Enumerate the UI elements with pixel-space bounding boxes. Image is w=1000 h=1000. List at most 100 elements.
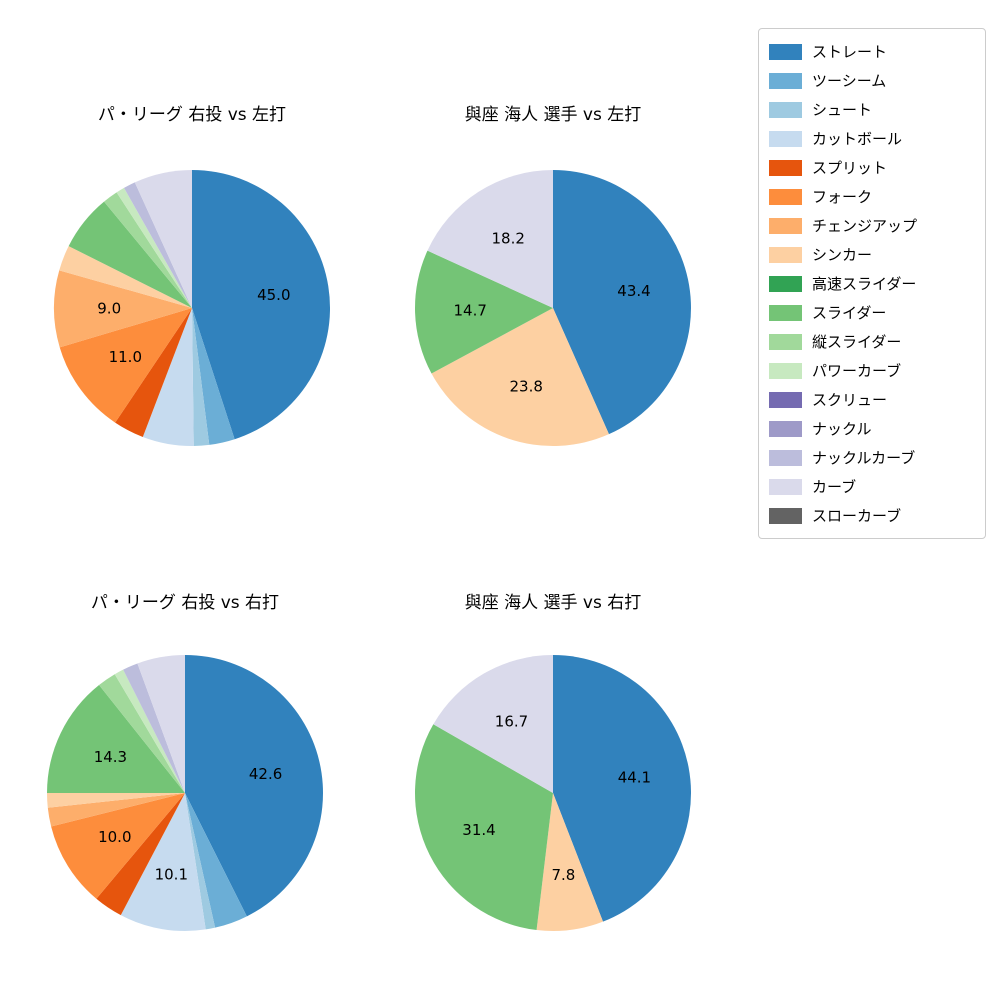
legend-label: シュート — [812, 101, 873, 119]
legend-color-swatch — [769, 333, 802, 350]
legend-item: 高速スライダー — [769, 269, 975, 298]
legend-item: スローカーブ — [769, 501, 975, 530]
pie-value-label: 14.7 — [453, 302, 486, 320]
legend-item: シュート — [769, 95, 975, 124]
legend-label: チェンジアップ — [812, 217, 918, 235]
pie-slice — [47, 793, 185, 808]
legend-label: ナックル — [812, 420, 872, 438]
legend-item: フォーク — [769, 182, 975, 211]
legend-color-swatch — [769, 362, 802, 379]
legend-color-swatch — [769, 449, 802, 466]
pie-slice — [115, 308, 192, 437]
legend-label: ストレート — [812, 43, 888, 61]
pie-slice — [414, 250, 553, 374]
pie-chart-yoza-vs-right: 44.1 7.8 31.4 16.7 — [414, 655, 692, 932]
pie-slice — [47, 685, 185, 793]
pie-value-label: 18.2 — [491, 229, 524, 247]
pie-slice — [116, 187, 192, 308]
legend-label: パワーカーブ — [812, 362, 902, 380]
chart-title-pacific-vs-right: パ・リーグ 右投 vs 右打 — [90, 593, 280, 613]
legend-label: カーブ — [812, 478, 857, 496]
pie-slice — [51, 793, 186, 899]
pie-slice — [59, 246, 193, 308]
legend-item: スクリュー — [769, 385, 975, 414]
pie-value-label: 43.4 — [617, 282, 650, 300]
pie-slice — [124, 182, 192, 308]
pie-slice — [47, 793, 185, 827]
pie-value-label: 7.8 — [551, 866, 575, 884]
pie-slice — [59, 308, 192, 423]
pie-slice — [431, 308, 609, 446]
pie-slice — [99, 674, 185, 793]
legend-label: スクリュー — [812, 391, 888, 409]
pie-slice — [134, 170, 192, 308]
pie-slice — [120, 793, 206, 931]
pie-value-label: 11.0 — [109, 348, 142, 366]
pie-value-label: 10.1 — [155, 866, 188, 884]
pie-value-label: 16.7 — [495, 712, 528, 730]
pie-value-label: 10.0 — [98, 828, 131, 846]
legend-item: チェンジアップ — [769, 211, 975, 240]
pie-chart-pacific-vs-right: 42.6 10.1 10.0 14.3 — [47, 655, 324, 931]
pie-slice — [185, 655, 324, 917]
legend-color-swatch — [769, 246, 802, 263]
pie-value-label: 9.0 — [97, 300, 121, 318]
legend-color-swatch — [769, 188, 802, 205]
legend-label: スローカーブ — [812, 507, 902, 525]
pie-slice — [553, 655, 692, 922]
pie-chart-pacific-vs-left: 45.0 11.0 9.0 — [53, 170, 331, 447]
legend-label: 高速スライダー — [812, 275, 917, 293]
pie-slice — [123, 663, 185, 793]
pie-slice — [142, 308, 194, 447]
legend-color-swatch — [769, 304, 802, 321]
legend-color-swatch — [769, 159, 802, 176]
pie-slice — [414, 724, 553, 931]
pie-value-label: 45.0 — [257, 286, 290, 304]
pie-chart-yoza-vs-left: 43.4 23.8 14.7 18.2 — [414, 170, 691, 446]
legend-color-swatch — [769, 130, 802, 147]
chart-title-yoza-vs-left: 與座 海人 選手 vs 左打 — [464, 105, 642, 125]
legend-item: カットボール — [769, 124, 975, 153]
legend-color-swatch — [769, 43, 802, 60]
pie-value-label: 14.3 — [94, 748, 127, 766]
legend-item: ストレート — [769, 37, 975, 66]
legend-item: ナックルカーブ — [769, 443, 975, 472]
pie-value-label: 42.6 — [249, 765, 282, 783]
pie-value-label: 23.8 — [509, 377, 542, 395]
legend: ストレート ツーシーム シュート カットボール スプリット フォーク チェンジアップ シンカー… — [758, 28, 986, 539]
legend-color-swatch — [769, 217, 802, 234]
legend-color-swatch — [769, 72, 802, 89]
legend-label: 縦スライダー — [812, 333, 902, 351]
legend-label: スプリット — [812, 159, 888, 177]
legend-label: カットボール — [812, 130, 903, 148]
pie-slice — [96, 793, 185, 916]
legend-color-swatch — [769, 101, 802, 118]
chart-title-yoza-vs-right: 與座 海人 選手 vs 右打 — [464, 593, 642, 613]
chart-title-pacific-vs-left: パ・リーグ 右投 vs 左打 — [97, 105, 287, 125]
legend-color-swatch — [769, 478, 802, 495]
pie-slice — [185, 793, 216, 930]
legend-label: シンカー — [812, 246, 873, 264]
pie-slice — [114, 669, 185, 793]
legend-item: 縦スライダー — [769, 327, 975, 356]
pie-slice — [53, 270, 192, 348]
pie-value-label: 31.4 — [462, 821, 495, 839]
pie-slice — [553, 170, 691, 435]
pie-slice — [185, 793, 247, 928]
pie-slice — [433, 655, 553, 793]
pie-slice — [104, 192, 192, 308]
pie-slice — [68, 201, 192, 308]
pie-slice — [536, 793, 603, 932]
legend-item: シンカー — [769, 240, 975, 269]
legend-color-swatch — [769, 275, 802, 292]
legend-label: ナックルカーブ — [812, 449, 916, 467]
pie-slice — [192, 308, 210, 446]
legend-item: カーブ — [769, 472, 975, 501]
legend-item: ナックル — [769, 414, 975, 443]
legend-color-swatch — [769, 420, 802, 437]
legend-item: パワーカーブ — [769, 356, 975, 385]
pie-slice — [427, 170, 553, 308]
pie-slice — [192, 170, 331, 440]
legend-color-swatch — [769, 507, 802, 524]
